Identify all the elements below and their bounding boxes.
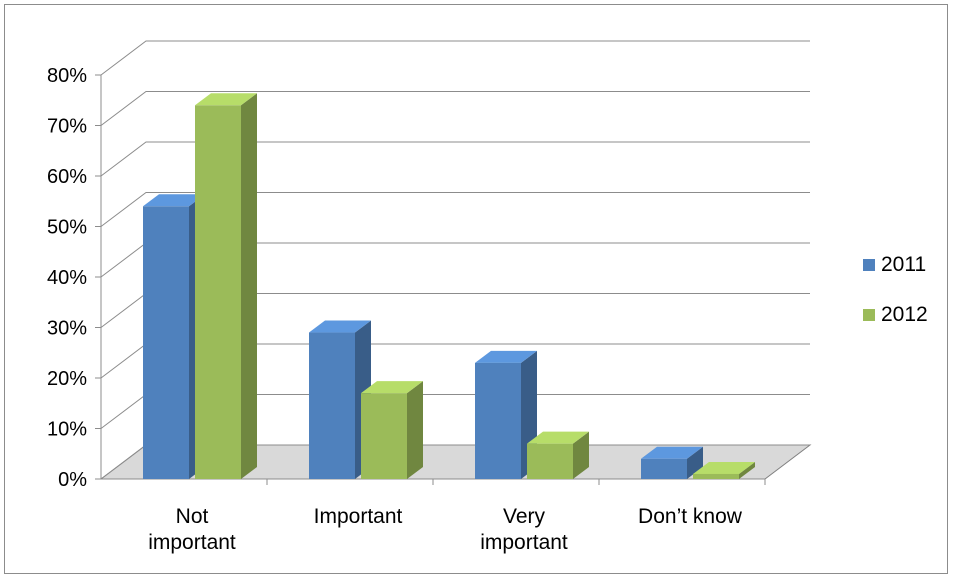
bar-front [693, 473, 739, 479]
bar-2012-2 [361, 381, 423, 479]
x-category-label: Not important [148, 505, 236, 554]
x-category-label: Very important [480, 505, 568, 554]
bars [143, 93, 755, 480]
bar-2012-1 [195, 93, 257, 480]
bar-front [641, 458, 687, 479]
bar-front [309, 332, 355, 479]
y-tick-label: 80% [47, 65, 87, 87]
gridline [100, 40, 810, 76]
bar-side [687, 446, 703, 479]
bar-side [573, 431, 589, 479]
bar-2011-1 [143, 194, 205, 480]
y-tick-label: 10% [47, 419, 87, 441]
y-axis-ticks: 0% 10% 20% 30% 40% 50% 60% 70% 80% [47, 65, 87, 491]
chart-frame: 0% 10% 20% 30% 40% 50% 60% 70% 80% Not important I… [4, 4, 948, 574]
gridline [100, 192, 810, 227]
bar-front [475, 362, 521, 479]
y-tick-label: 70% [47, 116, 87, 138]
y-tick-label: 30% [47, 318, 87, 340]
gridline [100, 91, 810, 126]
back-wall [101, 41, 810, 479]
y-tick-label: 40% [47, 267, 87, 289]
y-tick-label: 20% [47, 368, 87, 390]
x-category-label: Don’t know [638, 505, 743, 528]
bar-top [527, 431, 589, 444]
bar-front [143, 206, 189, 480]
legend-swatch-2012 [863, 309, 875, 321]
bar-top [195, 93, 257, 106]
chart-walls [99, 41, 812, 480]
bar-top [361, 381, 423, 394]
bar-top [143, 194, 205, 207]
legend-label-2011: 2011 [881, 253, 926, 276]
bar-top [641, 446, 703, 459]
y-tick-label: 0% [58, 469, 87, 491]
bar-2012-4 [693, 461, 755, 479]
y-tick-label: 60% [47, 166, 87, 188]
gridline [100, 141, 810, 177]
bar-front [195, 105, 241, 480]
bar-side [739, 461, 755, 479]
bar-top [309, 320, 371, 333]
bar-2011-4 [641, 446, 703, 479]
bar-2011-3 [475, 350, 537, 479]
x-category-label: Important [314, 505, 403, 528]
bar-side [241, 93, 257, 480]
bar-top [693, 461, 755, 474]
bar-chart: 0% 10% 20% 30% 40% 50% 60% 70% 80% Not important I… [47, 40, 928, 554]
legend-swatch-2011 [863, 259, 875, 271]
bar-top [475, 350, 537, 363]
bar-front [361, 393, 407, 479]
bar-side [407, 381, 423, 479]
x-axis-labels: Not important Important Very important Don’t … [148, 505, 743, 554]
bar-front [527, 443, 573, 479]
legend-label-2012: 2012 [881, 303, 928, 326]
legend: 2011 2012 [863, 253, 928, 326]
y-tick-label: 50% [47, 217, 87, 239]
bar-2012-3 [527, 431, 589, 479]
